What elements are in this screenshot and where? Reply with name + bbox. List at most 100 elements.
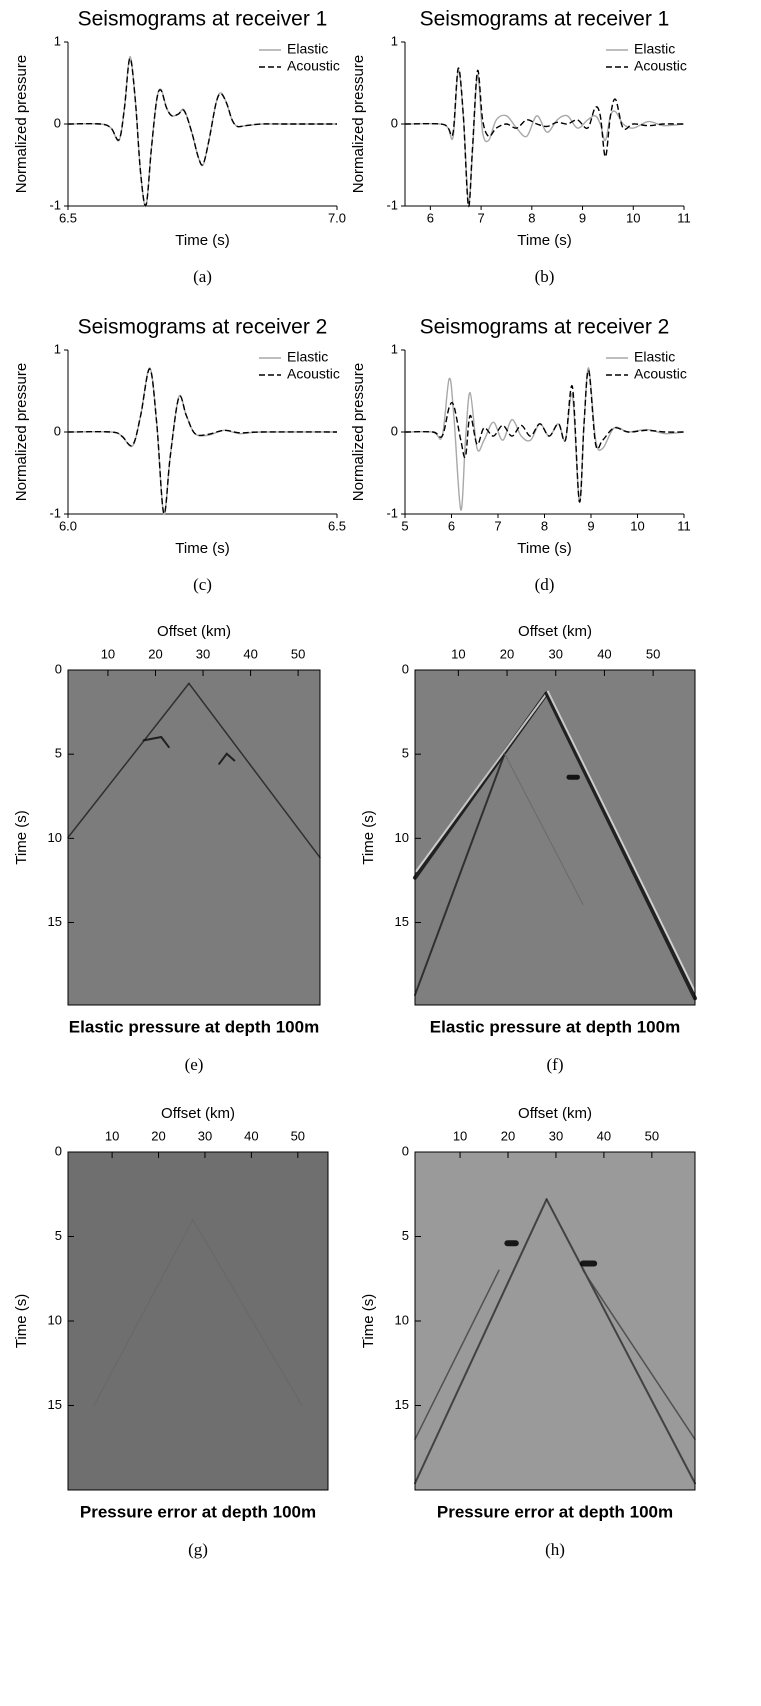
x-tick-label: 30	[549, 1128, 563, 1143]
x-tick-label: 11	[677, 518, 691, 533]
y-axis-label: Time (s)	[360, 1294, 377, 1348]
y-tick-label: 10	[48, 830, 62, 845]
x-tick-label: 6.5	[328, 518, 346, 533]
wavefield-event	[547, 690, 696, 993]
wavefield-event	[414, 1198, 548, 1485]
wavefield-event	[218, 752, 236, 765]
y-axis-label: Normalized pressure	[13, 55, 30, 193]
y-tick-label: 0	[391, 423, 398, 438]
chart-title: Seismograms at receiver 2	[78, 316, 328, 339]
x-tick-label: 50	[646, 646, 660, 661]
x-tick-label: 40	[597, 1128, 611, 1143]
wavefield-event	[544, 691, 697, 1001]
y-tick-label: 1	[54, 33, 61, 48]
series-line	[404, 67, 685, 207]
y-tick-label: 15	[48, 914, 62, 929]
x-tick-label: 50	[291, 1128, 305, 1143]
caption: (g)	[188, 1540, 208, 1559]
legend-label: Acoustic	[287, 366, 340, 382]
x-tick-label: 30	[198, 1128, 212, 1143]
chart-title: Pressure error at depth 100m	[437, 1502, 673, 1521]
x-tick-label: 8	[528, 210, 535, 225]
y-tick-label: -1	[49, 197, 61, 212]
series-line	[67, 367, 338, 515]
legend-label: Elastic	[287, 41, 328, 57]
y-tick-label: 15	[395, 914, 409, 929]
caption: (c)	[193, 575, 212, 594]
x-tick-label: 20	[151, 1128, 165, 1143]
y-tick-label: 15	[395, 1397, 409, 1412]
x-tick-label: 6.5	[59, 210, 77, 225]
wavefield-event	[67, 682, 190, 839]
x-tick-label: 10	[630, 518, 644, 533]
x-tick-label: 10	[101, 646, 115, 661]
x-tick-label: 9	[579, 210, 586, 225]
series-line	[67, 56, 337, 208]
wavefield-event	[582, 1269, 696, 1441]
x-axis-label: Time (s)	[175, 540, 229, 557]
series-line	[67, 57, 337, 207]
y-tick-label: 0	[402, 661, 409, 676]
x-axis-label: Offset (km)	[518, 623, 592, 640]
y-tick-label: -1	[49, 505, 61, 520]
series-line	[404, 69, 685, 204]
y-tick-label: 0	[402, 1143, 409, 1158]
x-tick-label: 8	[541, 518, 548, 533]
caption: (h)	[545, 1540, 565, 1559]
y-axis-label: Time (s)	[13, 1294, 30, 1348]
caption: (e)	[185, 1055, 204, 1074]
y-tick-label: 5	[55, 746, 62, 761]
wavefield-event	[142, 735, 170, 749]
wavefield-event	[188, 682, 321, 859]
caption: (d)	[535, 575, 555, 594]
wavefield-event	[414, 752, 506, 996]
image-field	[68, 1152, 328, 1490]
x-tick-label: 6.0	[59, 518, 77, 533]
wavefield-event	[415, 690, 549, 872]
x-axis-label: Offset (km)	[161, 1105, 235, 1122]
x-tick-label: 20	[501, 1128, 515, 1143]
x-tick-label: 50	[645, 1128, 659, 1143]
y-tick-label: 0	[55, 1143, 62, 1158]
y-tick-label: -1	[386, 505, 398, 520]
series-line	[67, 368, 338, 515]
series-line	[404, 369, 685, 503]
x-tick-label: 10	[451, 646, 465, 661]
y-tick-label: 15	[48, 1397, 62, 1412]
image-field	[415, 670, 695, 1005]
y-tick-label: 5	[402, 746, 409, 761]
x-tick-label: 7	[477, 210, 484, 225]
caption: (b)	[535, 267, 555, 286]
x-axis-label: Offset (km)	[157, 623, 231, 640]
x-tick-label: 40	[243, 646, 257, 661]
y-tick-label: 0	[54, 115, 61, 130]
x-tick-label: 50	[291, 646, 305, 661]
image-field	[415, 1152, 695, 1490]
x-tick-label: 11	[677, 210, 691, 225]
y-tick-label: 1	[54, 341, 61, 356]
x-tick-label: 9	[587, 518, 594, 533]
x-axis-label: Time (s)	[517, 232, 571, 249]
chart-title: Seismograms at receiver 1	[78, 8, 328, 31]
y-axis-label: Time (s)	[360, 810, 377, 864]
x-axis-label: Time (s)	[517, 540, 571, 557]
plot-frame	[67, 669, 321, 1006]
y-tick-label: 1	[391, 341, 398, 356]
y-tick-label: 1	[391, 33, 398, 48]
plot-frame	[414, 669, 696, 1006]
x-tick-label: 6	[448, 518, 455, 533]
series-line	[404, 367, 685, 511]
chart-title: Seismograms at receiver 2	[420, 316, 670, 339]
chart-title: Pressure error at depth 100m	[80, 1502, 316, 1521]
x-tick-label: 7	[494, 518, 501, 533]
x-tick-label: 10	[453, 1128, 467, 1143]
y-tick-label: 0	[54, 423, 61, 438]
y-tick-label: 10	[48, 1312, 62, 1327]
legend-label: Elastic	[634, 41, 675, 57]
x-axis-label: Time (s)	[175, 232, 229, 249]
y-axis-label: Normalized pressure	[13, 363, 30, 501]
legend-label: Acoustic	[287, 58, 340, 74]
wavefield-event	[93, 1219, 194, 1406]
x-tick-label: 30	[548, 646, 562, 661]
